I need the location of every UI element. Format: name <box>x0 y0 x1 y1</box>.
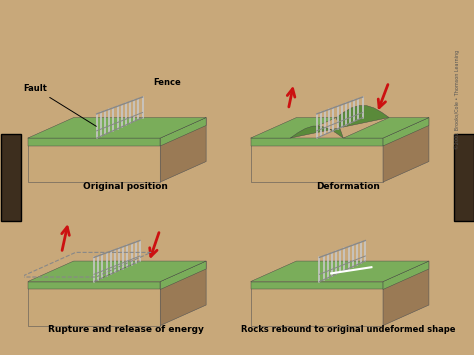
Polygon shape <box>383 261 429 326</box>
Polygon shape <box>28 282 160 326</box>
Polygon shape <box>28 261 140 282</box>
Polygon shape <box>251 261 429 282</box>
Text: Fault: Fault <box>24 84 96 126</box>
Text: Fence: Fence <box>153 78 181 87</box>
Polygon shape <box>251 282 383 289</box>
FancyBboxPatch shape <box>1 134 21 221</box>
Polygon shape <box>28 282 160 289</box>
FancyBboxPatch shape <box>454 134 474 221</box>
Text: ©2001 Brooks/Cole • Thomson Learning: ©2001 Brooks/Cole • Thomson Learning <box>455 50 460 149</box>
Polygon shape <box>290 105 389 138</box>
Text: Original position: Original position <box>83 182 168 191</box>
Polygon shape <box>251 282 383 326</box>
Polygon shape <box>160 118 206 182</box>
Polygon shape <box>160 118 206 146</box>
Text: Deformation: Deformation <box>317 182 380 191</box>
Polygon shape <box>251 138 383 146</box>
Polygon shape <box>251 138 383 182</box>
Polygon shape <box>383 118 429 182</box>
Polygon shape <box>28 138 160 146</box>
Polygon shape <box>28 138 160 182</box>
Polygon shape <box>94 261 206 282</box>
Polygon shape <box>383 261 429 289</box>
Text: Rocks rebound to original undeformed shape: Rocks rebound to original undeformed sha… <box>241 325 456 334</box>
Polygon shape <box>383 118 429 146</box>
Polygon shape <box>343 118 429 138</box>
Polygon shape <box>160 261 206 326</box>
Polygon shape <box>251 118 336 138</box>
Text: Rupture and release of energy: Rupture and release of energy <box>48 325 203 334</box>
Polygon shape <box>160 261 206 289</box>
Polygon shape <box>28 118 206 138</box>
